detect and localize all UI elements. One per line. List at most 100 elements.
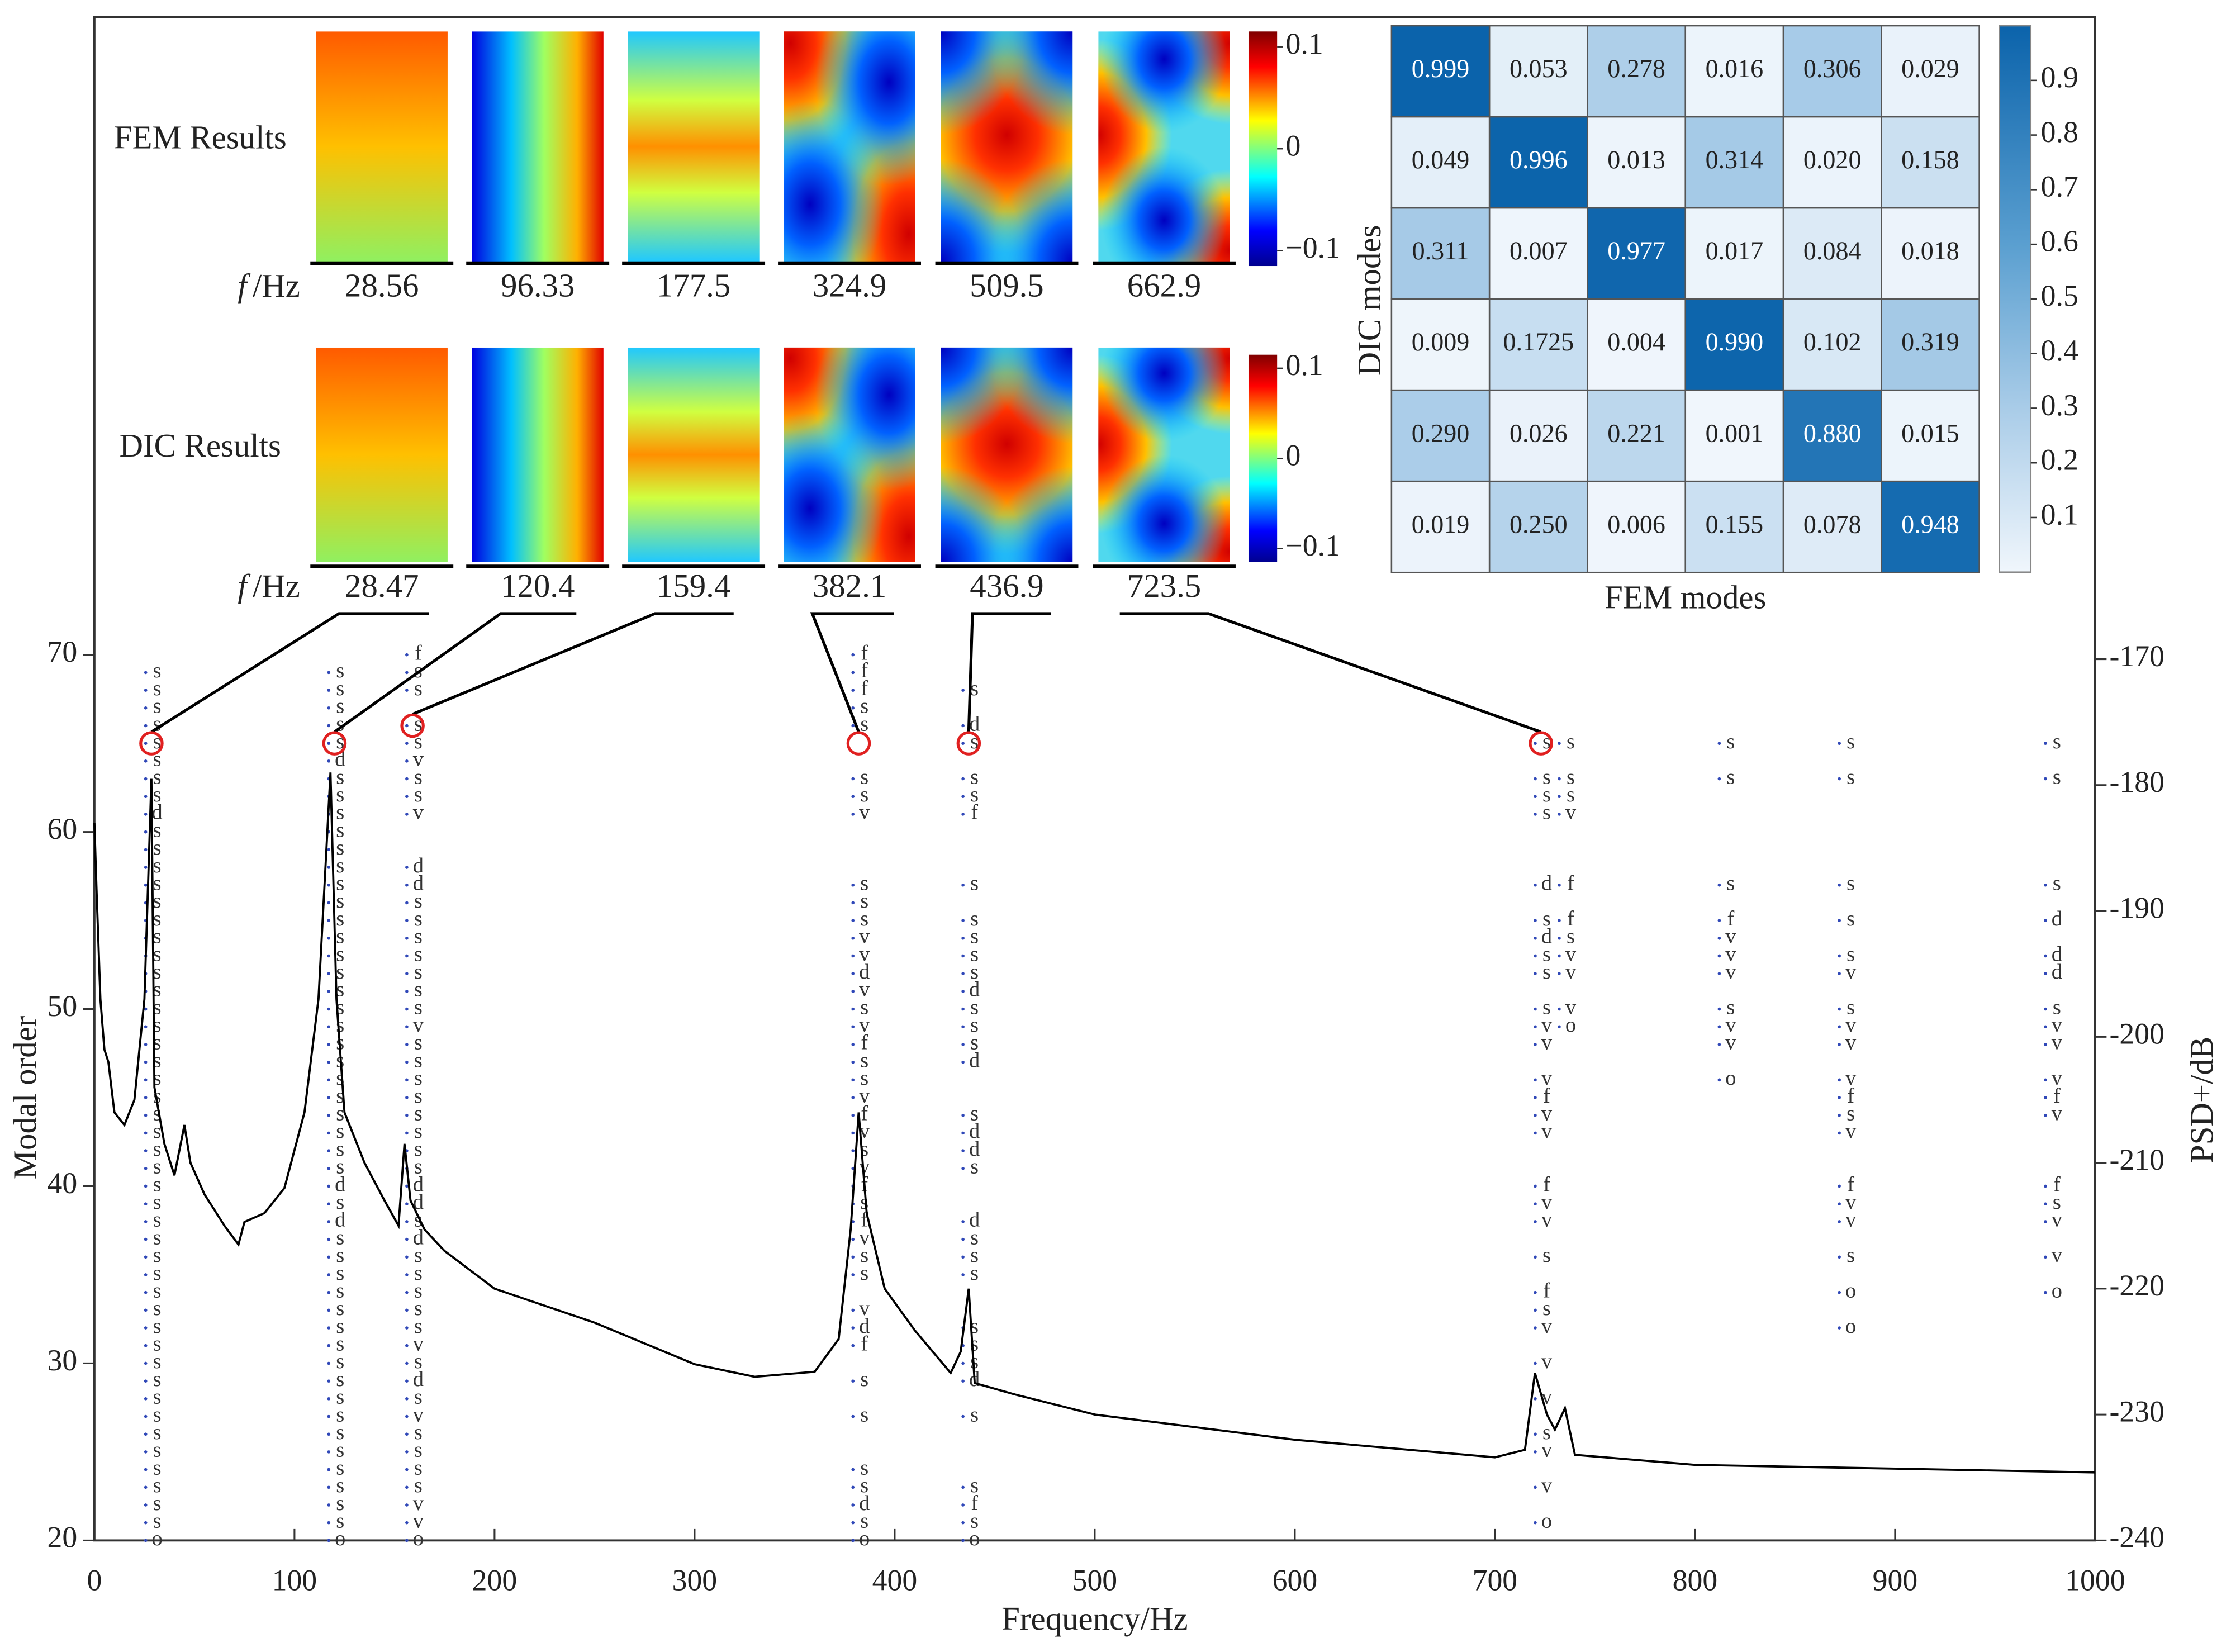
stability-code: d <box>2052 960 2062 984</box>
mode-shape <box>941 31 1073 262</box>
stability-code: v <box>1541 1314 1553 1338</box>
mac-label: 0.102 <box>1803 327 1862 356</box>
stability-dot <box>327 706 331 710</box>
stability-code: s <box>153 1509 162 1532</box>
stability-code: o <box>2052 1279 2062 1302</box>
stability-code: v <box>1845 1013 1857 1037</box>
stability-dot <box>851 689 855 692</box>
stability-code: s <box>414 1066 423 1090</box>
stability-code: f <box>1543 1279 1550 1302</box>
stability-dot <box>405 1503 409 1507</box>
stability-dot <box>327 972 331 975</box>
stability-dot <box>144 1361 148 1365</box>
stability-code: s <box>414 1102 423 1126</box>
stability-dot <box>405 883 409 887</box>
mac-label: 0.017 <box>1706 236 1764 265</box>
stability-dot <box>1534 813 1537 816</box>
stability-dot <box>2044 1078 2047 1082</box>
stability-dot <box>327 901 331 905</box>
x-tick-label: 200 <box>472 1563 518 1597</box>
mac-label: 0.221 <box>1607 419 1665 447</box>
mode-frequency: 28.47 <box>345 568 419 604</box>
colorbar-label: 0 <box>1286 439 1301 472</box>
stability-code: s <box>1846 995 1855 1019</box>
stability-dot <box>144 1308 148 1312</box>
stability-dot <box>405 671 409 675</box>
stability-dot <box>144 1184 148 1188</box>
stability-dot <box>1838 954 1841 958</box>
stability-code: o <box>335 1527 345 1550</box>
stability-dot <box>961 813 965 816</box>
stability-dot <box>2044 919 2047 922</box>
stability-code: v <box>1565 942 1577 966</box>
mac-cell <box>1488 389 1588 482</box>
stability-code: f <box>2053 1084 2061 1108</box>
stability-dot <box>1717 919 1721 922</box>
stability-dot <box>1534 742 1537 745</box>
stability-code: s <box>336 872 344 895</box>
mac-y-label: DIC modes <box>1351 225 1388 376</box>
stability-dot <box>2044 1043 2047 1046</box>
stability-code: s <box>2053 730 2061 753</box>
stability-dot <box>405 1326 409 1330</box>
stability-code: s <box>153 889 162 913</box>
stability-dot <box>405 1290 409 1294</box>
stability-dot <box>327 954 331 958</box>
stability-dot <box>405 919 409 922</box>
stability-code: s <box>414 942 423 966</box>
stability-dot <box>851 813 855 816</box>
stability-dot <box>405 990 409 993</box>
row-label: DIC Results <box>120 428 281 464</box>
stability-code: v <box>2052 1013 2063 1037</box>
stability-dot <box>405 1450 409 1454</box>
mac-colorbar <box>1999 25 2032 573</box>
stability-dot <box>851 901 855 905</box>
stability-code: s <box>1542 1297 1551 1320</box>
x-tick-label: 1000 <box>2065 1563 2125 1597</box>
stability-code: s <box>153 677 162 700</box>
stability-code: s <box>153 978 162 1001</box>
stability-dot <box>1558 742 1561 745</box>
mac-label: 0.020 <box>1803 145 1862 174</box>
stability-code: v <box>859 801 870 824</box>
stability-dot <box>1534 1007 1537 1011</box>
stability-dot <box>2044 954 2047 958</box>
stability-code: v <box>859 925 870 948</box>
mac-label: 0.006 <box>1607 510 1665 538</box>
stability-code: s <box>860 1368 868 1391</box>
stability-code: s <box>414 978 423 1001</box>
stability-dot <box>144 777 148 781</box>
stability-dot <box>1717 954 1721 958</box>
mac-cell <box>1488 480 1588 573</box>
stability-code: s <box>153 1172 162 1196</box>
stability-dot <box>1838 1096 1841 1099</box>
stability-code: s <box>1726 730 1735 753</box>
stability-code: d <box>859 1492 870 1515</box>
row-label: FEM Results <box>114 120 287 156</box>
stability-dot <box>961 1539 965 1542</box>
stability-code: f <box>971 1492 978 1515</box>
stability-dot <box>1534 1397 1537 1401</box>
stability-code: o <box>1845 1314 1856 1338</box>
stability-dot <box>144 1468 148 1471</box>
stability-dot <box>144 1273 148 1276</box>
stability-code: v <box>1565 995 1577 1019</box>
stability-code: s <box>1567 730 1575 753</box>
stability-dot <box>961 1255 965 1259</box>
stability-code: f <box>2053 1172 2061 1196</box>
mac-cell <box>1684 116 1784 209</box>
stability-code: s <box>153 1492 162 1515</box>
y2-axis-label: PSD+/dB <box>2183 1037 2220 1163</box>
freq-unit: /Hz <box>253 568 300 604</box>
stability-dot <box>144 848 148 852</box>
stability-code: d <box>335 1172 345 1196</box>
stability-code: s <box>1542 765 1551 789</box>
stability-code: v <box>1565 801 1577 824</box>
mac-colorbar-label: 0.7 <box>2041 170 2078 203</box>
stability-dot <box>1534 972 1537 975</box>
y-tick-label: 60 <box>47 812 77 846</box>
stability-dot <box>851 1273 855 1276</box>
stability-dot <box>405 759 409 763</box>
stability-code: s <box>1846 907 1855 931</box>
x-axis-label: Frequency/Hz <box>1001 1601 1188 1637</box>
